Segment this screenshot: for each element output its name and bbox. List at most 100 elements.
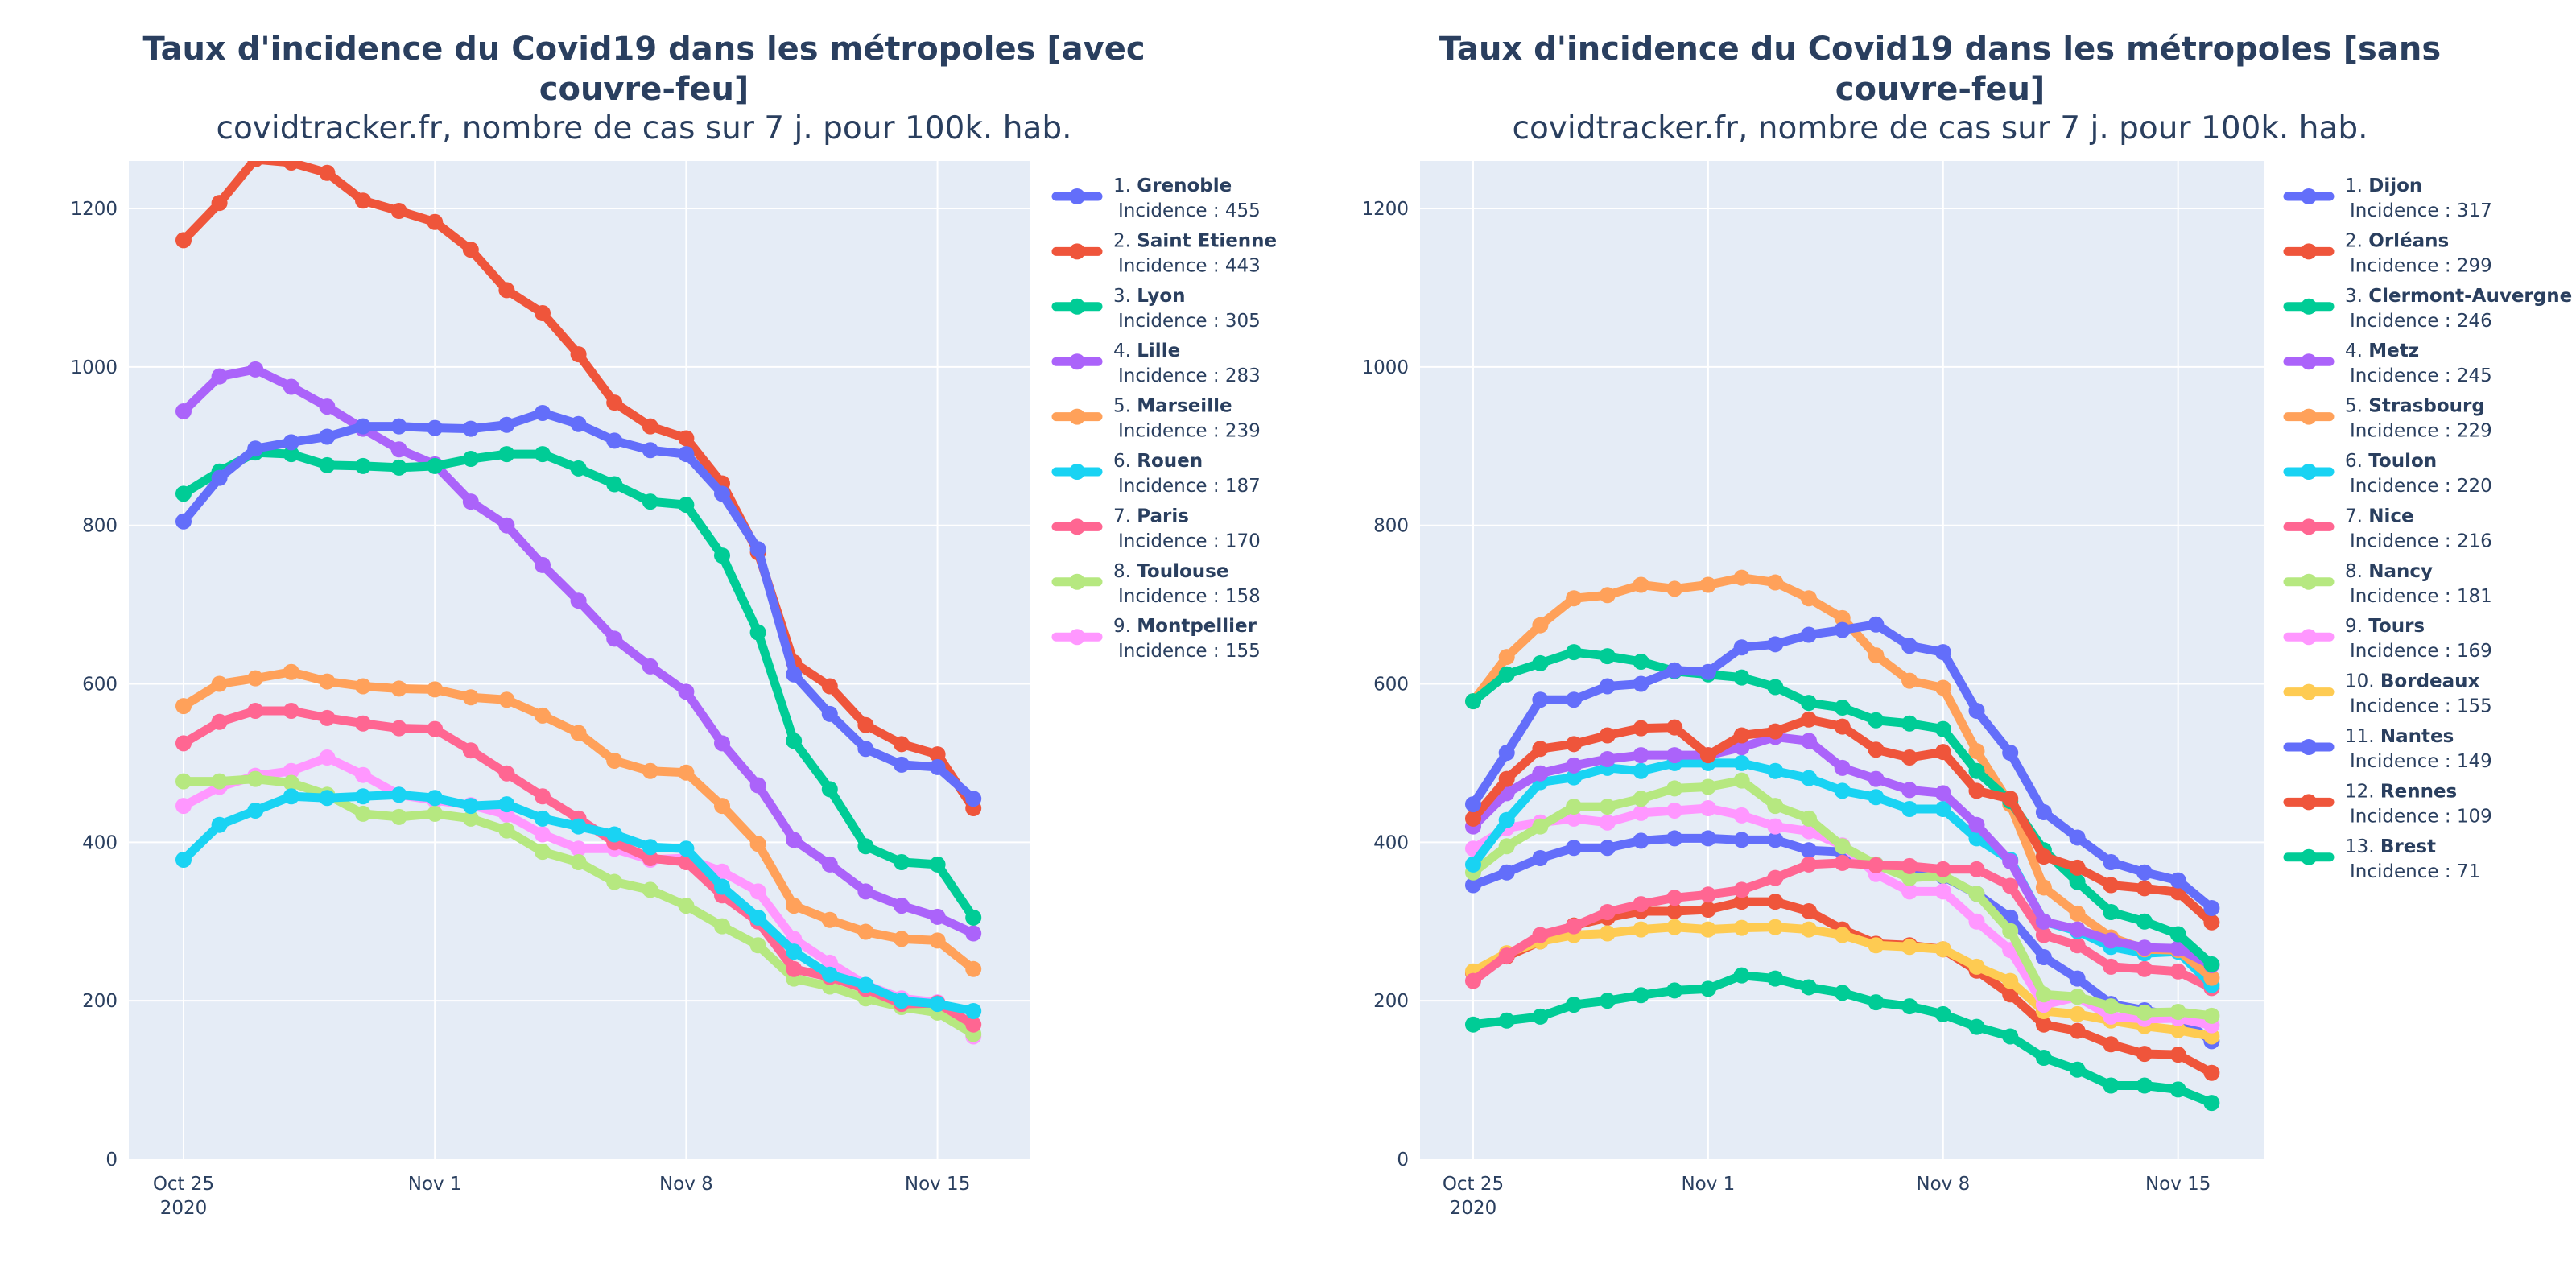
data-point <box>1834 838 1851 855</box>
data-point <box>1868 741 1885 758</box>
data-point <box>211 675 228 692</box>
data-point <box>1934 644 1951 661</box>
data-point <box>642 839 658 856</box>
legend-incidence: Incidence : 158 <box>1118 586 1261 607</box>
data-point <box>355 788 371 805</box>
data-point <box>894 993 910 1009</box>
data-point <box>2035 927 2052 943</box>
data-point <box>355 678 371 695</box>
legend-marker <box>2301 683 2317 700</box>
legend-item: 7. Paris Incidence : 170 <box>1051 506 1261 551</box>
data-point <box>2103 1077 2120 1094</box>
data-point <box>175 513 192 530</box>
data-point <box>1666 982 1683 999</box>
data-point <box>1633 791 1649 807</box>
data-point <box>821 954 838 971</box>
data-point <box>570 460 587 477</box>
data-point <box>1465 1016 1481 1033</box>
legend-incidence: Incidence : 246 <box>2350 311 2492 332</box>
data-point <box>1465 796 1481 813</box>
data-point <box>211 816 228 833</box>
data-point <box>2169 1003 2186 1020</box>
data-point <box>1733 754 1750 771</box>
data-point <box>894 898 910 914</box>
data-point <box>390 786 407 803</box>
data-point <box>1633 720 1649 737</box>
y-tick-label: 1000 <box>70 357 118 378</box>
legend-marker <box>1069 518 1085 535</box>
legend-rank: 11. <box>2345 726 2380 747</box>
data-point <box>462 742 479 759</box>
data-point <box>1633 832 1649 849</box>
data-point <box>1532 818 1549 835</box>
legend-incidence: Incidence : 149 <box>2350 751 2492 772</box>
data-point <box>929 908 946 925</box>
legend-marker <box>2301 408 2317 425</box>
data-point <box>319 456 336 473</box>
data-point <box>606 826 623 843</box>
data-point <box>1699 980 1716 997</box>
data-point <box>1566 810 1583 827</box>
data-point <box>1834 759 1851 776</box>
data-point <box>857 923 874 940</box>
data-point <box>427 419 444 436</box>
data-point <box>714 863 730 880</box>
data-point <box>1733 919 1750 936</box>
data-point <box>283 446 299 463</box>
data-point <box>2002 877 2019 894</box>
data-point <box>211 469 228 486</box>
data-point <box>1901 869 1918 886</box>
data-point <box>2069 1022 2086 1039</box>
data-point <box>1599 799 1616 815</box>
legend-marker <box>1069 298 1085 315</box>
data-point <box>1901 801 1918 818</box>
data-point <box>894 756 910 773</box>
data-point <box>965 1016 982 1033</box>
data-point <box>1901 939 1918 956</box>
data-point <box>355 805 371 822</box>
data-point <box>498 765 515 782</box>
data-point <box>894 853 910 870</box>
legend-marker <box>1069 408 1085 425</box>
data-point <box>1699 902 1716 918</box>
data-point <box>965 925 982 942</box>
data-point <box>1699 800 1716 817</box>
data-point <box>283 762 299 779</box>
data-point <box>1767 832 1784 848</box>
data-point <box>1498 770 1515 787</box>
data-point <box>2169 1046 2186 1063</box>
data-point <box>1566 997 1583 1013</box>
data-point <box>427 720 444 737</box>
legend-incidence: Incidence : 229 <box>2350 421 2492 442</box>
data-point <box>1599 751 1616 768</box>
data-point <box>535 844 551 861</box>
data-point <box>535 304 551 321</box>
data-point <box>642 418 658 435</box>
data-point <box>1532 617 1549 634</box>
legend-label: 13. Brest <box>2345 836 2436 857</box>
data-point <box>2069 829 2086 846</box>
data-point <box>2035 986 2052 1003</box>
data-point <box>929 932 946 949</box>
legend-incidence: Incidence : 187 <box>1118 476 1261 497</box>
legend-series-name: Tours <box>2368 616 2425 637</box>
series-orléans <box>1465 711 2220 931</box>
data-point <box>1767 869 1784 886</box>
legend-label: 10. Bordeaux <box>2345 671 2480 692</box>
data-point <box>1733 639 1750 656</box>
data-point <box>1801 856 1817 873</box>
data-point <box>2035 803 2052 820</box>
data-point <box>211 773 228 790</box>
series-toulouse <box>175 770 982 1042</box>
legend-item: 4. Lille Incidence : 283 <box>1051 341 1261 386</box>
x-tick-label: Nov 15 <box>905 1174 970 1195</box>
data-point <box>2069 1005 2086 1022</box>
legend-series-name: Clermont-Auvergne <box>2368 286 2572 307</box>
chart-title: Taux d'incidence du Covid19 dans les mét… <box>1439 31 2442 108</box>
y-tick-label: 0 <box>105 1150 118 1170</box>
data-point <box>2002 972 2019 989</box>
legend-item: 3. Lyon Incidence : 305 <box>1051 286 1261 332</box>
x-tick-label: Nov 15 <box>2145 1174 2211 1195</box>
legend-marker <box>1069 573 1085 590</box>
x-tick-label: Nov 8 <box>1916 1174 1970 1195</box>
